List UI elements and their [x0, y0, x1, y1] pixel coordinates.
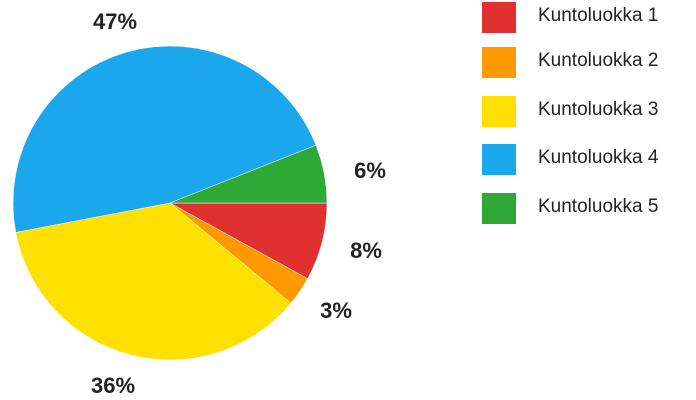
legend-label: Kuntoluokka 2 — [538, 50, 659, 71]
slice-label-3: 36% — [91, 373, 135, 398]
legend-label: Kuntoluokka 1 — [538, 5, 659, 26]
legend-swatch — [482, 96, 516, 127]
legend-swatch — [482, 2, 516, 33]
legend-item-4: Kuntoluokka 4 — [482, 144, 696, 176]
pie-slice-4 — [12, 45, 317, 233]
legend-item-5: Kuntoluokka 5 — [482, 193, 696, 225]
slice-label-5: 6% — [354, 158, 386, 183]
slice-label-2: 3% — [320, 298, 352, 323]
pie-slice-3 — [15, 202, 292, 361]
legend-label: Kuntoluokka 4 — [538, 147, 659, 168]
legend-item-2: Kuntoluokka 2 — [482, 47, 696, 79]
legend-item-3: Kuntoluokka 3 — [482, 96, 696, 128]
legend-item-1: Kuntoluokka 1 — [482, 2, 696, 34]
slice-label-1: 8% — [350, 238, 382, 263]
legend-swatch — [482, 144, 516, 175]
legend-swatch — [482, 193, 516, 224]
pie-labels: 8% 3% 36% 47% 6% — [91, 9, 386, 398]
pie-slice-5 — [169, 144, 328, 204]
legend-label: Kuntoluokka 5 — [538, 196, 659, 217]
pie-slices — [12, 45, 328, 361]
slice-label-4: 47% — [93, 9, 137, 34]
legend-label: Kuntoluokka 3 — [538, 99, 659, 120]
legend-swatch — [482, 47, 516, 78]
